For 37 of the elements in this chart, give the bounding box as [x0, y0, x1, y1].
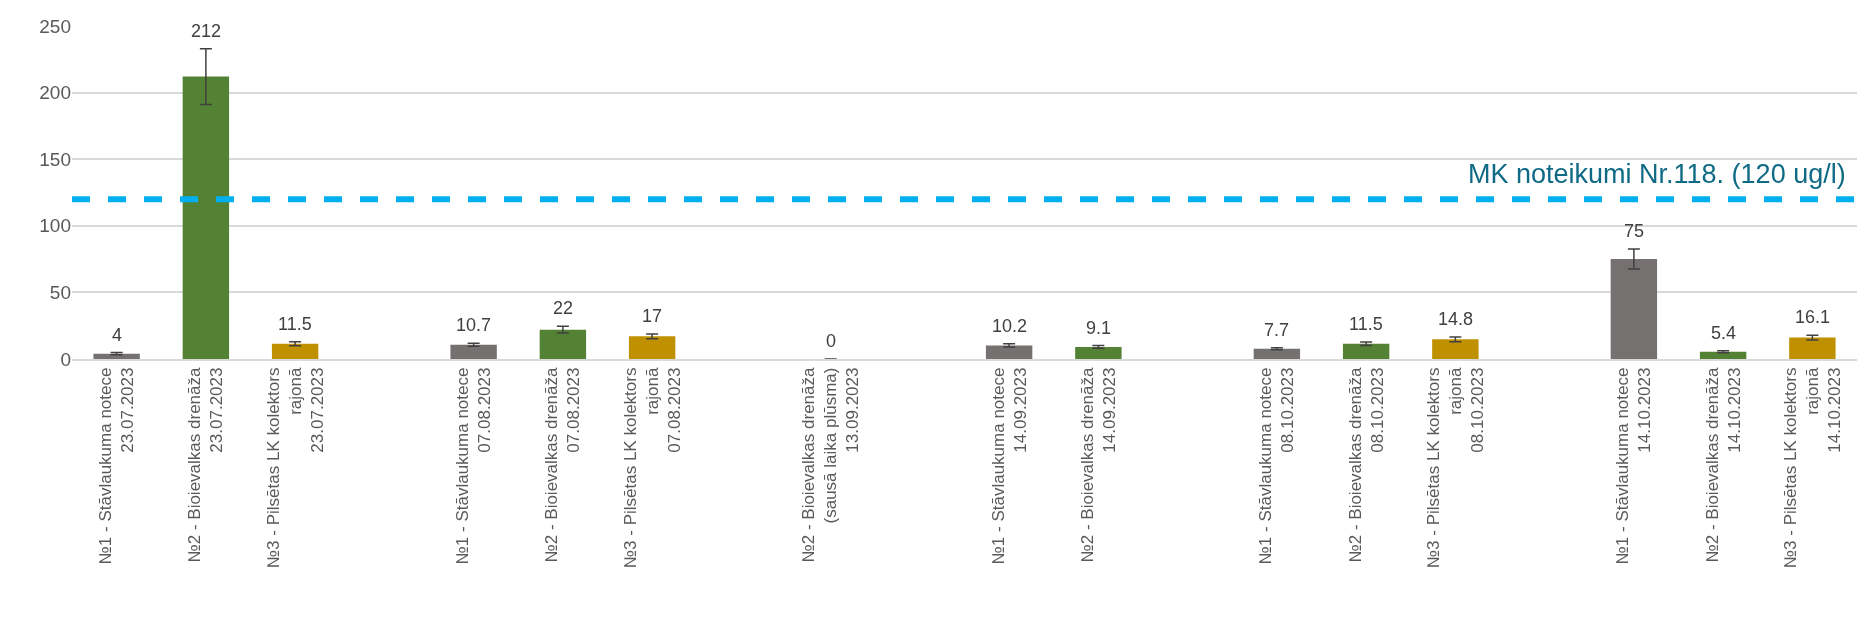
x-tick-label: №1 - Stāvlaukuma notece 14.09.2023 — [988, 367, 1030, 565]
x-tick-label: №3 - Pilsētas LK kolektors rajonā 14.10.2023 — [1780, 367, 1845, 569]
x-tick-label: №1 - Stāvlaukuma notece 07.08.2023 — [453, 367, 495, 565]
data-label: 4 — [112, 325, 123, 345]
data-label: 11.5 — [278, 314, 312, 334]
data-label: 0 — [826, 331, 837, 351]
data-label: 212 — [191, 21, 222, 41]
data-label: 14.8 — [1438, 309, 1474, 329]
x-tick-label: №2 - Bioievalkas drenāža 14.09.2023 — [1077, 367, 1119, 563]
data-label: 7.7 — [1264, 320, 1290, 340]
x-tick-label: №2 - Bioievalkas drenāža 08.10.2023 — [1345, 367, 1387, 563]
x-tick-label: №1 - Stāvlaukuma notece 08.10.2023 — [1256, 367, 1298, 565]
data-label: 10.7 — [456, 315, 492, 335]
x-tick-label: №3 - Pilsētas LK kolektors rajonā 07.08.2023 — [620, 367, 684, 569]
x-tick-label: №2 - Bioievalkas drenāža 07.08.2023 — [542, 367, 584, 563]
data-label: 10.2 — [992, 316, 1028, 336]
y-tick-label: 100 — [39, 215, 71, 237]
x-tick-label: №3 - Pilsētas LK kolektors rajonā 08.10.2023 — [1423, 367, 1488, 569]
x-tick-label: №2 - Bioievalkas drenāža 14.10.2023 — [1702, 367, 1744, 563]
data-label: 16.1 — [1795, 307, 1831, 327]
y-tick-label: 0 — [60, 348, 71, 370]
x-tick-label: №1 - Stāvlaukuma notece 14.10.2023 — [1613, 367, 1655, 565]
y-tick-label: 150 — [39, 148, 71, 170]
data-label: 17 — [642, 306, 663, 326]
x-tick-label: №3 - Pilsētas LK kolektors rajonā 23.07.2023 — [263, 367, 327, 569]
x-tick-label: №1 - Stāvlaukuma notece 23.07.2023 — [96, 367, 138, 565]
data-label: 22 — [553, 298, 574, 318]
data-label: 9.1 — [1086, 318, 1112, 338]
data-label: 75 — [1624, 221, 1645, 241]
data-label: 11.5 — [1349, 314, 1383, 334]
ref-line-label: MK noteikumi Nr.118. (120 ug/l) — [1468, 159, 1846, 189]
y-tick-label: 200 — [39, 82, 71, 104]
y-tick-label: 250 — [39, 15, 71, 37]
data-label: 5.4 — [1711, 323, 1737, 343]
y-tick-label: 50 — [49, 282, 71, 304]
x-tick-label: №2 - Bioievalkas drenāža (sausā laika plūsma) 13.09.2023 — [799, 367, 863, 563]
x-tick-label: №2 - Bioievalkas drenāža 23.07.2023 — [185, 367, 227, 563]
